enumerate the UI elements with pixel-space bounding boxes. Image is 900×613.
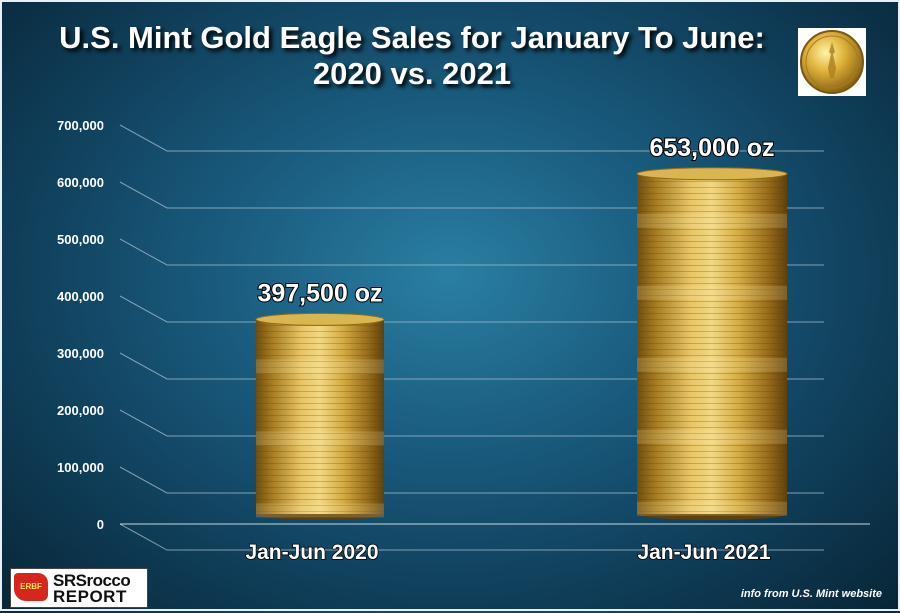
brand-name: SRSrocco <box>53 571 131 590</box>
y-tick-label: 200,000 <box>57 403 104 418</box>
gridline <box>119 466 824 494</box>
y-tick-label: 500,000 <box>57 232 104 247</box>
chart-title: U.S. Mint Gold Eagle Sales for January T… <box>59 20 765 91</box>
x-tick-label: Jan-Jun 2020 <box>245 541 378 564</box>
gridline <box>119 523 824 551</box>
y-tick-label: 0 <box>97 517 104 532</box>
gridline <box>119 409 824 437</box>
gridline <box>119 238 824 266</box>
y-tick-label: 700,000 <box>57 118 104 133</box>
y-tick-label: 600,000 <box>57 175 104 190</box>
x-axis-ticks: Jan-Jun 2020 Jan-Jun 2021 <box>245 540 772 565</box>
bar <box>636 167 788 520</box>
brand-report: REPORT <box>53 587 127 606</box>
gridline <box>119 352 824 380</box>
data-label: 397,500 oz <box>257 279 382 307</box>
gridline <box>119 124 824 152</box>
source-note: info from U.S. Mint website <box>740 588 882 600</box>
brand-badge: ERBF <box>14 573 48 601</box>
bars <box>255 167 788 520</box>
gridline <box>119 295 824 323</box>
y-tick-label: 400,000 <box>57 289 104 304</box>
gold-eagle-coin-icon <box>798 28 866 96</box>
gridline <box>119 181 824 209</box>
bar <box>255 312 385 520</box>
data-labels: 397,500 oz 653,000 oz <box>256 133 775 309</box>
gridlines <box>119 124 870 551</box>
y-tick-label: 300,000 <box>57 346 104 361</box>
y-tick-label: 100,000 <box>57 460 104 475</box>
x-tick-label: Jan-Jun 2021 <box>637 541 770 564</box>
data-label: 653,000 oz <box>649 134 774 162</box>
srsrocco-report-logo: ERBF SRSrocco REPORT <box>10 568 148 608</box>
y-axis-ticks: 0 100,000 200,000 300,000 400,000 500,000 600,… <box>57 118 104 532</box>
